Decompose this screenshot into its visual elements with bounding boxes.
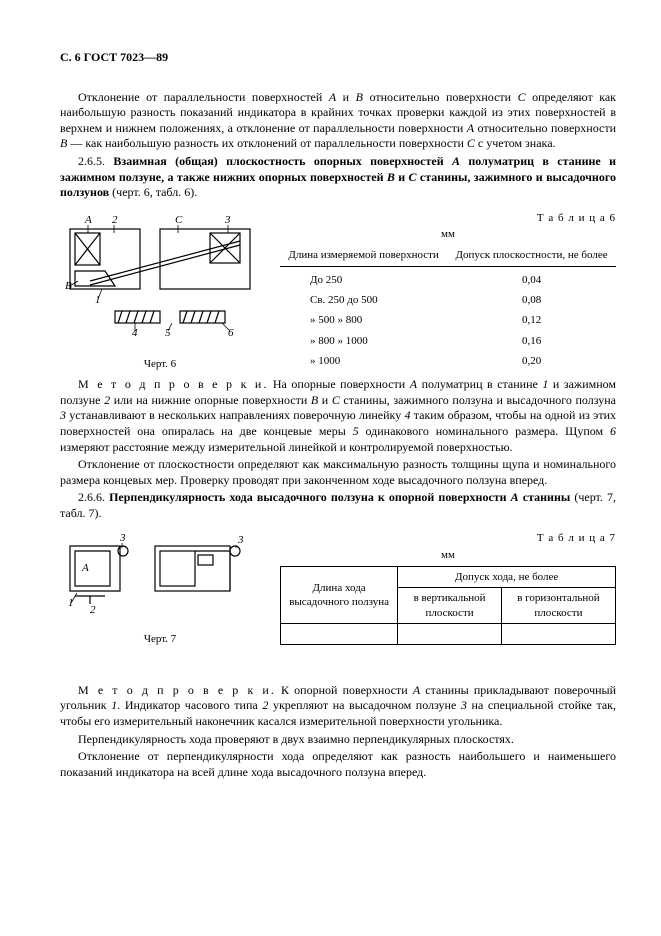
method-7: М е т о д п р о в е р к и. К опорной пов…	[60, 683, 616, 730]
svg-text:A: A	[84, 214, 92, 226]
method-6: М е т о д п р о в е р к и. На опорные по…	[60, 377, 616, 455]
svg-text:1: 1	[68, 597, 74, 609]
section-266: 2.6.6. Перпендикулярность хода высадочно…	[60, 490, 616, 521]
figure-6-caption: Черт. 6	[60, 357, 260, 371]
svg-text:5: 5	[165, 327, 171, 339]
paragraph: Отклонение от параллельности поверхносте…	[60, 90, 616, 152]
figure-6: A2 C3 B1 45 6 Черт. 6	[60, 211, 260, 371]
paragraph: Отклонение от плоскостности определяют к…	[60, 457, 616, 488]
table-6-label: Т а б л и ц а 6	[280, 211, 616, 225]
paragraph: Отклонение от перпендикулярности хода оп…	[60, 749, 616, 780]
table-7-label: Т а б л и ц а 7	[280, 531, 616, 545]
paragraph: Перпендикулярность хода проверяют в двух…	[60, 732, 616, 748]
page-header: С. 6 ГОСТ 7023—89	[60, 50, 616, 66]
svg-text:3: 3	[119, 532, 126, 544]
svg-text:6: 6	[228, 327, 234, 339]
table-6: Длина измеряемой поверхности Допуск плос…	[280, 245, 616, 371]
svg-text:3: 3	[237, 534, 244, 546]
section-265: 2.6.5. Взаимная (общая) плоскостность оп…	[60, 154, 616, 201]
svg-text:2: 2	[90, 604, 96, 616]
figure-7: A 1 2 3 3 Черт. 7	[60, 531, 260, 646]
figure-7-caption: Черт. 7	[60, 632, 260, 646]
svg-text:2: 2	[112, 214, 118, 226]
svg-text:3: 3	[224, 214, 231, 226]
unit-label: мм	[280, 548, 616, 562]
svg-text:A: A	[81, 562, 89, 574]
table-7: Длина хода высадочного ползуна Допуск хо…	[280, 566, 616, 645]
svg-text:B: B	[65, 280, 72, 292]
unit-label: мм	[280, 227, 616, 241]
svg-text:C: C	[175, 214, 183, 226]
